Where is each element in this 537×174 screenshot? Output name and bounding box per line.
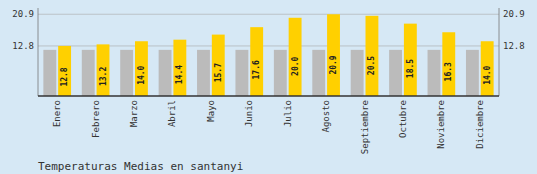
bar bbox=[97, 44, 110, 96]
data-label: 15.7 bbox=[214, 63, 223, 82]
x-tick-label: Agosto bbox=[321, 100, 331, 133]
bar bbox=[428, 50, 441, 96]
data-label: 12.8 bbox=[60, 67, 69, 86]
x-tick-label: Febrero bbox=[91, 100, 101, 138]
x-tick-label: Abril bbox=[167, 100, 177, 127]
bar bbox=[197, 50, 210, 96]
data-label: 16.3 bbox=[444, 62, 453, 81]
background bbox=[0, 0, 537, 174]
data-label: 14.4 bbox=[175, 65, 184, 84]
baseline bbox=[38, 95, 499, 97]
y2-tick-label: 20.9 bbox=[503, 9, 525, 19]
bar bbox=[312, 50, 325, 96]
bar bbox=[466, 50, 479, 96]
chart: 12.8 13.2 14.0 14.4 15.7 17.6 20.0 20.9 20.5 18.5… bbox=[0, 0, 537, 174]
data-label: 20.5 bbox=[367, 56, 376, 75]
data-label: 18.5 bbox=[406, 59, 415, 78]
x-tick-label: Septiembre bbox=[360, 100, 370, 154]
bar bbox=[250, 27, 263, 96]
bars bbox=[43, 14, 493, 96]
bar bbox=[235, 50, 248, 96]
x-tick-label: Octubre bbox=[398, 100, 408, 138]
bar bbox=[173, 40, 186, 96]
bar bbox=[212, 35, 225, 96]
x-tick-label: Marzo bbox=[129, 100, 139, 127]
bar bbox=[481, 41, 494, 96]
data-label: 17.6 bbox=[252, 60, 261, 79]
y-axis-line bbox=[38, 8, 39, 96]
x-tick-label: Junio bbox=[244, 100, 254, 127]
data-label: 14.0 bbox=[483, 65, 492, 84]
data-label: 20.9 bbox=[329, 55, 338, 74]
bar bbox=[274, 50, 287, 96]
x-tick-label: Julio bbox=[283, 100, 293, 127]
y-tick-label: 12.8 bbox=[12, 41, 34, 51]
bar bbox=[43, 50, 56, 96]
x-tick-label: Mayo bbox=[206, 100, 216, 122]
y2-axis-line bbox=[499, 8, 500, 96]
bar bbox=[82, 50, 95, 96]
x-tick-label: Noviembre bbox=[436, 100, 446, 149]
bar bbox=[389, 50, 402, 96]
bar bbox=[442, 32, 455, 96]
data-label: 14.0 bbox=[137, 65, 146, 84]
y-tick-label: 20.9 bbox=[12, 9, 34, 19]
y2-tick-label: 12.8 bbox=[503, 41, 525, 51]
data-label: 13.2 bbox=[99, 67, 108, 86]
bar bbox=[135, 41, 148, 96]
x-tick-label: Diciembre bbox=[475, 100, 485, 149]
bar bbox=[159, 50, 172, 96]
bar bbox=[327, 14, 340, 96]
bar bbox=[404, 24, 417, 96]
grid-line bbox=[38, 14, 499, 15]
bar bbox=[366, 16, 379, 96]
bar bbox=[58, 46, 71, 96]
bar bbox=[351, 50, 364, 96]
x-tick-label: Enero bbox=[52, 100, 62, 127]
data-labels: 12.8 13.2 14.0 14.4 15.7 17.6 20.0 20.9 20.5 18.5… bbox=[60, 55, 492, 86]
bar bbox=[289, 18, 302, 96]
bar bbox=[120, 50, 133, 96]
title: Temperaturas Medias en santanyi bbox=[38, 160, 243, 173]
data-label: 20.0 bbox=[291, 56, 300, 75]
